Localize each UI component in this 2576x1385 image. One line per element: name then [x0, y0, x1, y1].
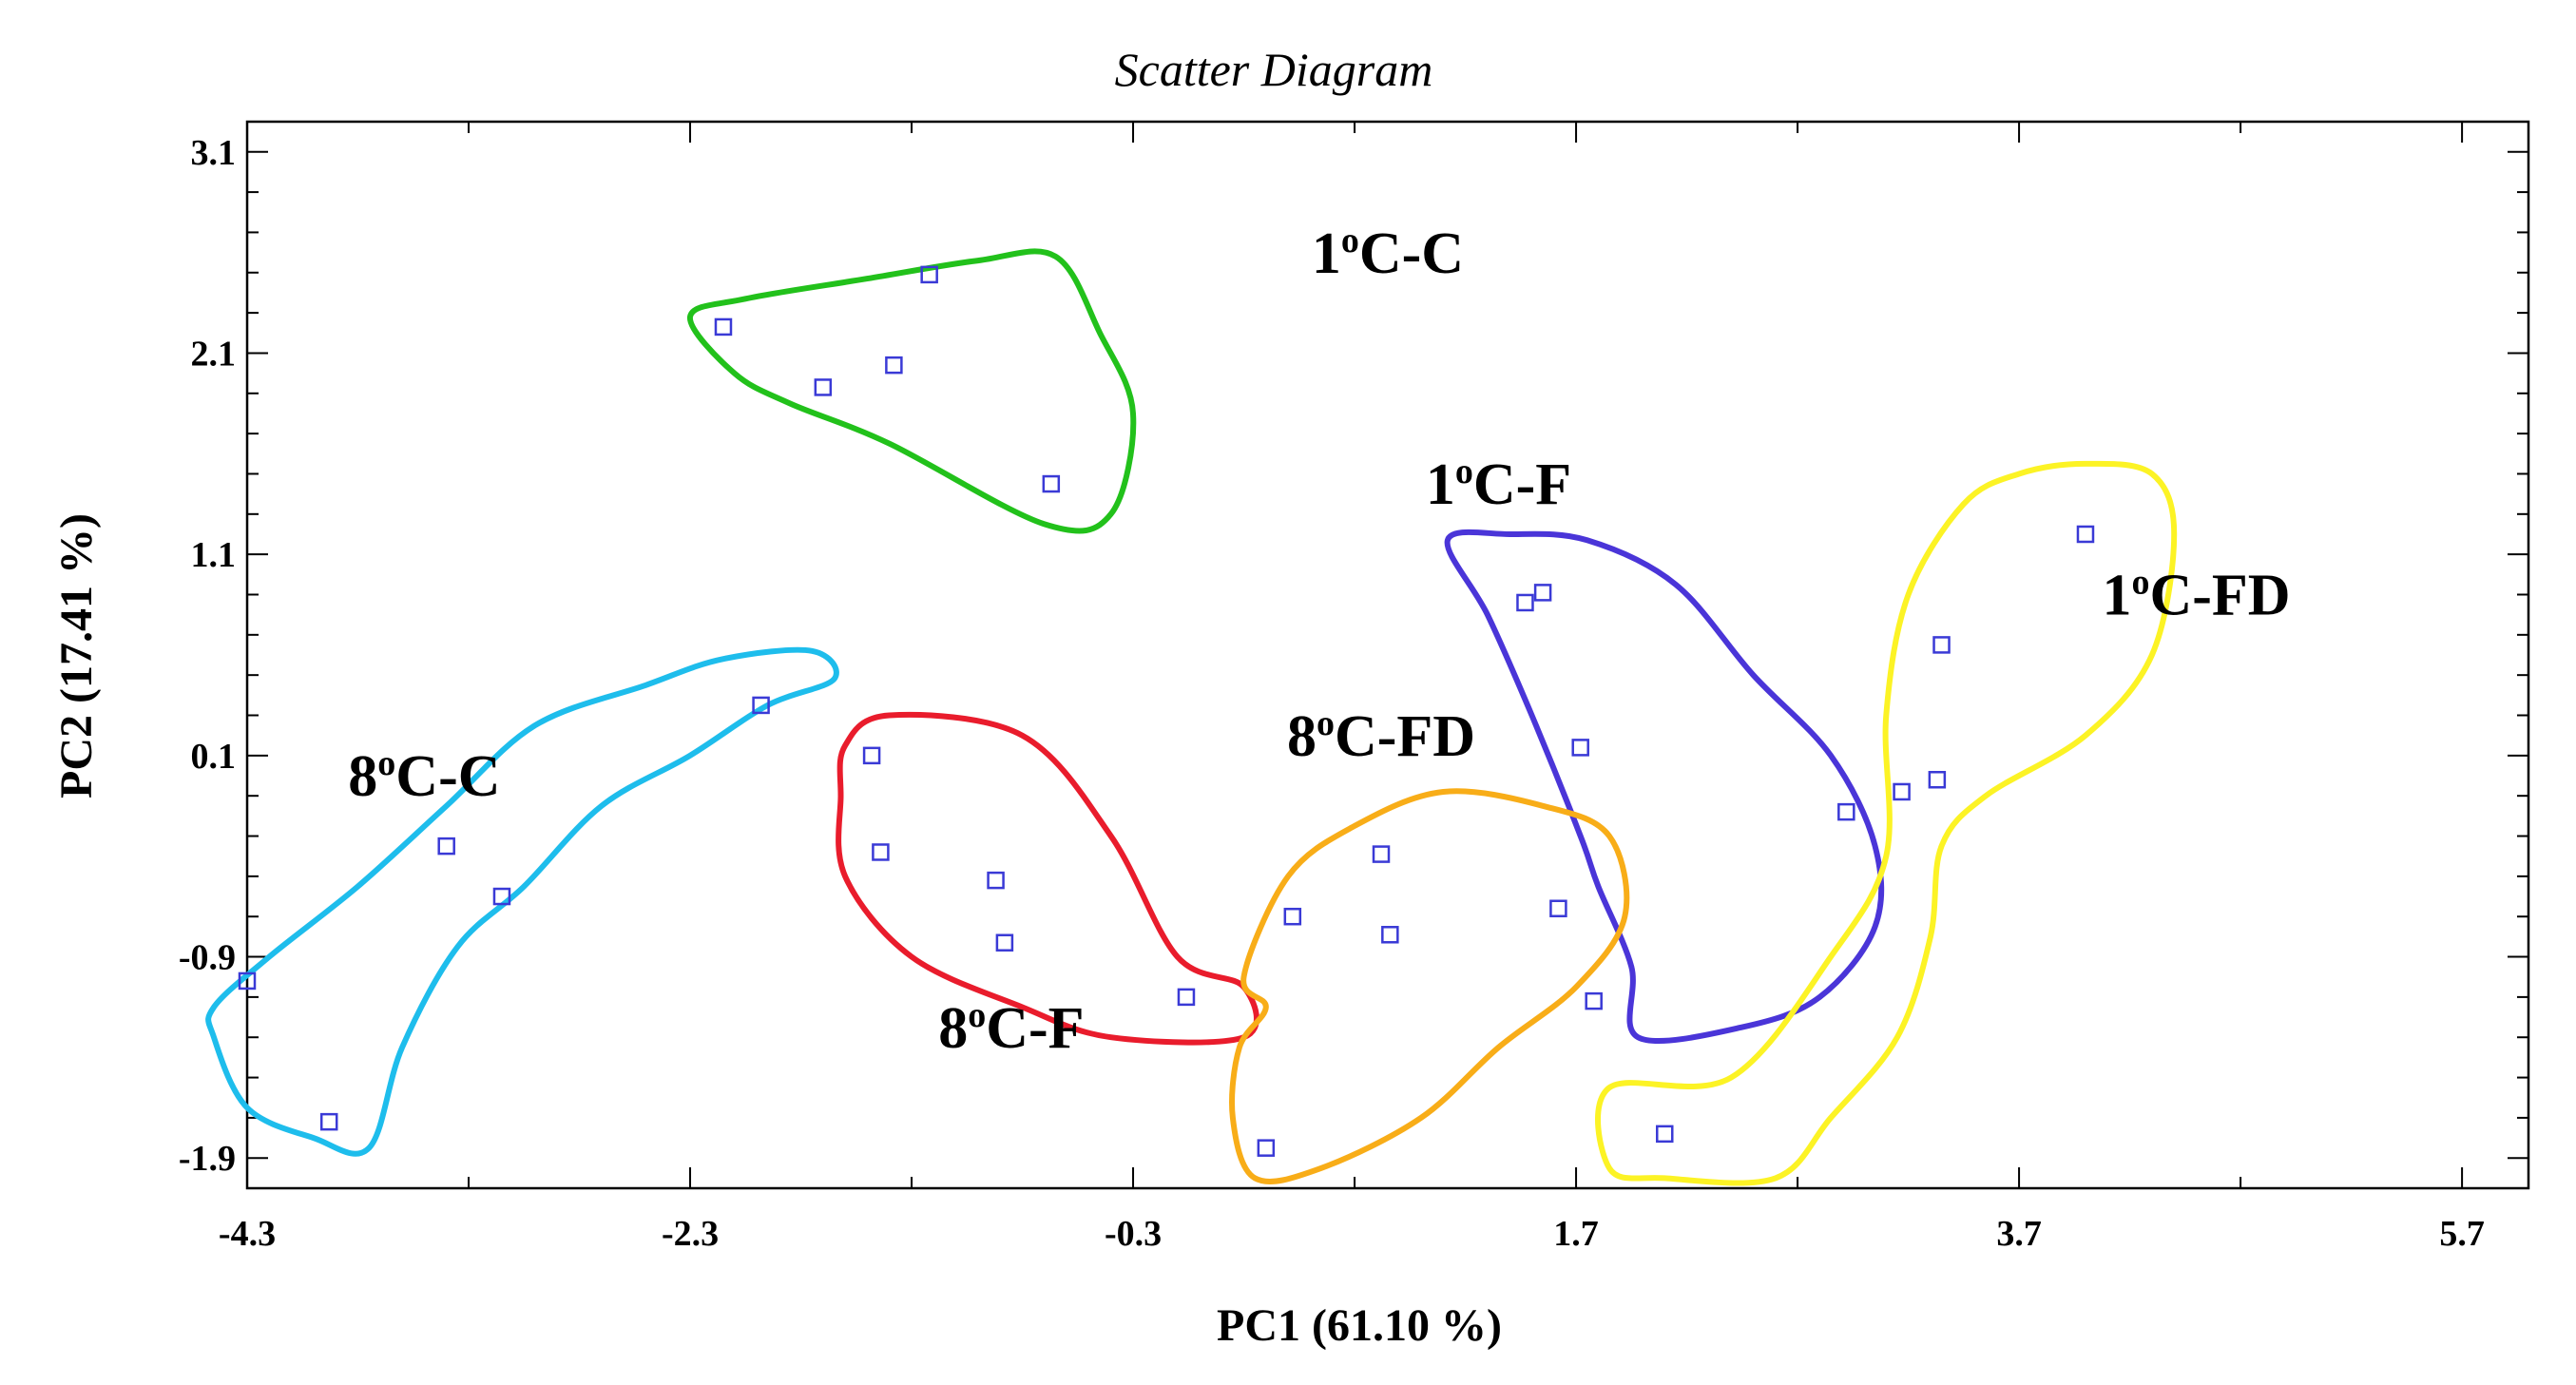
group-labels: 1oC-C 1oC-F 1oC-FD 8oC-C 8oC-F 8oC-FD — [348, 221, 2290, 1061]
group-label: 1oC-FD — [2102, 563, 2290, 628]
data-point — [1042, 474, 1061, 493]
chart-title: Scatter Diagram — [1115, 43, 1433, 96]
data-point — [714, 317, 733, 337]
data-point — [1549, 899, 1567, 917]
data-point — [437, 837, 455, 856]
x-tick-label: -2.3 — [662, 1214, 719, 1254]
group-outline — [205, 646, 839, 1157]
x-tick-label: 1.7 — [1553, 1214, 1599, 1254]
group-outline — [1229, 788, 1630, 1184]
data-point — [872, 843, 890, 861]
data-point — [1837, 802, 1855, 821]
x-tick-label: 3.7 — [1996, 1214, 2042, 1254]
data-point — [987, 871, 1005, 890]
group-label: 1oC-C — [1312, 221, 1464, 286]
x-axis-label: PC1 (61.10 %) — [1217, 1300, 1502, 1351]
data-point — [1533, 584, 1552, 602]
data-point — [920, 265, 938, 284]
y-tick-labels: 3.1 2.1 1.1 0.1 -0.9 -1.9 — [179, 133, 236, 1179]
x-tick-labels: -4.3 -2.3 -0.3 1.7 3.7 5.7 — [219, 1214, 2485, 1254]
x-tick-label: 5.7 — [2439, 1214, 2485, 1254]
y-tick-label: 1.1 — [191, 535, 237, 575]
y-tick-label: 2.1 — [191, 334, 237, 374]
data-point — [319, 1112, 338, 1131]
y-axis-label: PC2 (17.41 %) — [51, 513, 102, 798]
data-points — [238, 265, 2095, 1157]
data-point — [492, 887, 511, 906]
data-point — [2076, 525, 2095, 544]
data-point — [1381, 926, 1399, 944]
data-point — [1656, 1125, 1674, 1144]
data-point — [1516, 593, 1534, 612]
group-outlines — [205, 248, 2178, 1186]
data-point — [885, 356, 903, 375]
data-point — [1372, 845, 1391, 863]
y-tick-label: 3.1 — [191, 133, 237, 173]
group-label: 8oC-C — [348, 743, 500, 809]
data-point — [1932, 636, 1951, 654]
data-point — [752, 696, 770, 715]
axis-ticks — [246, 122, 2528, 1188]
data-point — [1177, 988, 1196, 1007]
x-tick-label: -4.3 — [219, 1214, 276, 1254]
y-tick-label: 0.1 — [191, 737, 237, 777]
group-outline — [1595, 460, 2178, 1186]
data-point — [1585, 991, 1603, 1010]
x-tick-label: -0.3 — [1105, 1214, 1162, 1254]
y-tick-label: -1.9 — [179, 1139, 236, 1179]
data-point — [1893, 782, 1911, 801]
y-tick-label: -0.9 — [179, 938, 236, 978]
group-outline — [687, 248, 1137, 534]
group-outline — [1444, 529, 1885, 1045]
data-point — [814, 378, 833, 396]
group-label: 8oC-FD — [1287, 703, 1475, 769]
data-point — [238, 971, 257, 991]
data-point — [862, 746, 881, 765]
data-point — [1571, 739, 1589, 757]
plot-frame — [245, 120, 2530, 1190]
group-label: 1oC-F — [1426, 452, 1571, 517]
data-point — [1283, 907, 1302, 926]
data-point — [1928, 771, 1947, 789]
data-point — [1257, 1139, 1276, 1157]
group-label: 8oC-F — [938, 995, 1084, 1061]
data-point — [995, 933, 1014, 952]
